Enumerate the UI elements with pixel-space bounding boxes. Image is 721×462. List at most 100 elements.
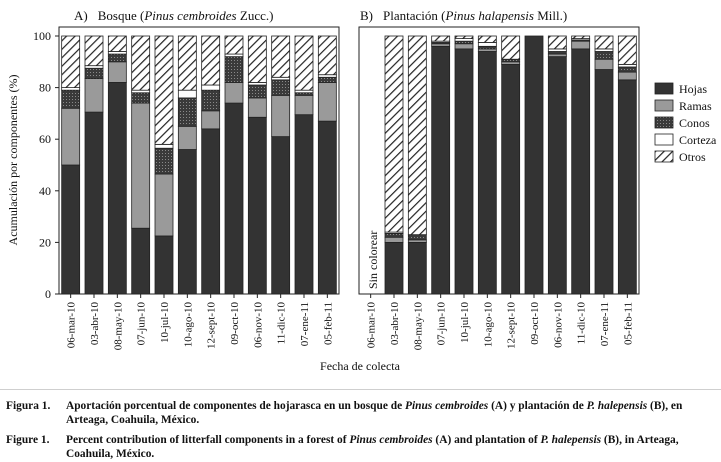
y-axis-title: Acumulación por componentes (%) [6, 75, 20, 246]
bar-segment-hojas [294, 114, 314, 295]
panel-a-bars [61, 35, 337, 295]
panel-b-title-species: Pinus halapensis [444, 8, 533, 23]
caption-en-species-1: Pinus cembroides [349, 434, 433, 446]
bar-segment-hojas [131, 227, 151, 295]
bar-segment-hojas [177, 149, 197, 295]
bar-segment-corteza [154, 143, 174, 149]
bar-segment-ramas [594, 58, 614, 70]
x-tick-label: 07-ene-11 [599, 302, 611, 346]
bar-segment-hojas [454, 48, 474, 295]
x-tick-label: 09-oct-10 [229, 302, 241, 345]
x-tick-label: 10-ago-10 [182, 302, 194, 348]
x-tick-label: 12-sept-10 [506, 302, 518, 350]
bar-segment-conos [177, 97, 197, 127]
bar-segment-hojas [247, 116, 267, 295]
caption-spanish: Figura 1. Aportación porcentual de compo… [6, 399, 718, 427]
bar-segment-otros [154, 35, 174, 145]
x-tick-label: 11-dic-10 [576, 302, 588, 345]
bar-segment-hojas [154, 235, 174, 295]
bar-segment-hojas [524, 35, 544, 295]
bar-segment-hojas [224, 102, 244, 295]
panel-a-title-species: Pinus cembroides [143, 8, 236, 23]
x-tick-label: 06-nov-10 [252, 302, 264, 348]
legend-label-conos: Conos [679, 116, 710, 130]
caption-en-text-3: (B), in Arteaga, Coahuila, México. [66, 434, 679, 460]
bar-segment-otros [294, 35, 314, 91]
bar-segment-conos [594, 51, 614, 60]
bar-segment-otros [571, 35, 591, 39]
bar-segment-conos [84, 67, 104, 79]
bar-segment-ramas [177, 125, 197, 150]
bar-segment-otros [224, 35, 244, 55]
caption-en-body: Percent contribution of litterfall compo… [66, 433, 718, 461]
caption-en-species-2: P. halepensis [540, 434, 602, 446]
panel-a-title-pre: Bosque ( [98, 8, 145, 23]
bar-segment-hojas [384, 241, 404, 295]
bar-segment-otros [317, 35, 337, 76]
bar-segment-otros [547, 35, 567, 50]
caption-en-head: Figure 1. [6, 434, 50, 446]
bar-segment-otros [84, 35, 104, 67]
bar-segment-ramas [571, 40, 591, 50]
bar-segment-corteza [477, 42, 497, 47]
bar-segment-otros [407, 35, 427, 236]
bar-segment-hojas [501, 63, 521, 295]
x-tick-label: 06-nov-10 [552, 302, 564, 348]
panel-a-title: A) Bosque (Pinus cembroides Zucc.) [74, 8, 273, 23]
caption-es-body: Aportación porcentual de componentes de … [66, 399, 718, 427]
caption-es-text-1: Aportación porcentual de componentes de … [66, 400, 405, 412]
bar-segment-ramas [131, 102, 151, 229]
bar-segment-otros [201, 35, 221, 86]
x-tick-label: 05-feb-11 [322, 302, 334, 345]
bar-segment-otros [384, 35, 404, 233]
bar-segment-hojas [617, 79, 637, 295]
legend-swatch-otros [654, 150, 674, 163]
panel-b-title-pre: Plantación ( [383, 8, 445, 23]
bar-segment-hojas [547, 56, 567, 295]
bar-segment-otros [177, 35, 197, 91]
panel-b-plantacion: B) Plantación (Pinus halapensis Mill.) 06… [358, 8, 640, 350]
panel-b-title-post: Mill.) [534, 8, 567, 23]
bar-segment-conos [271, 79, 291, 96]
legend-swatch-hojas [654, 82, 674, 95]
bar-segment-hojas [407, 241, 427, 295]
caption-es-text-3: (B), en Arteaga, Coahuila, México. [66, 400, 683, 426]
bar-segment-ramas [271, 94, 291, 138]
bar-segment-ramas [201, 110, 221, 130]
bar-segment-ramas [154, 173, 174, 237]
bar-segment-corteza [177, 89, 197, 99]
x-tick-label: 11-dic-10 [276, 302, 288, 345]
caption-en-text-2: (A) and plantation of [432, 434, 541, 446]
bar-segment-otros [247, 35, 267, 83]
panel-b-tag: B) [360, 8, 373, 23]
bar-segment-hojas [317, 120, 337, 295]
y-tick-label: 60 [39, 132, 51, 146]
bar-segment-conos [247, 84, 267, 99]
x-tick-label: 07-jun-10 [436, 302, 448, 346]
bar-segment-otros [594, 35, 614, 50]
caption-divider [0, 389, 721, 390]
bar-segment-ramas [107, 61, 127, 83]
bar-segment-conos [201, 89, 221, 112]
legend-label-ramas: Ramas [679, 99, 712, 113]
bar-segment-hojas [107, 82, 127, 295]
x-tick-label: 06-mar-10 [366, 302, 378, 349]
panel-a-frame [58, 26, 340, 295]
x-axis-title: Fecha de colecta [320, 359, 401, 373]
legend: Hojas Ramas Conos Corteza Otros [654, 82, 717, 164]
y-tick-label: 80 [39, 81, 51, 95]
x-tick-label: 05-feb-11 [622, 302, 634, 345]
panel-b-note: Sin colorear [366, 231, 380, 289]
legend-swatch-ramas [654, 99, 674, 112]
bar-segment-ramas [84, 78, 104, 113]
bar-segment-hojas [61, 164, 81, 295]
bar-segment-otros [271, 35, 291, 78]
bar-segment-conos [407, 234, 427, 241]
bar-segment-ramas [224, 82, 244, 104]
caption-es-species-1: Pinus cembroides [405, 400, 489, 412]
panel-b-bars [384, 35, 637, 295]
bar-segment-ramas [454, 43, 474, 50]
bar-segment-hojas [271, 136, 291, 295]
bar-segment-hojas [594, 69, 614, 295]
bar-segment-ramas [384, 236, 404, 243]
